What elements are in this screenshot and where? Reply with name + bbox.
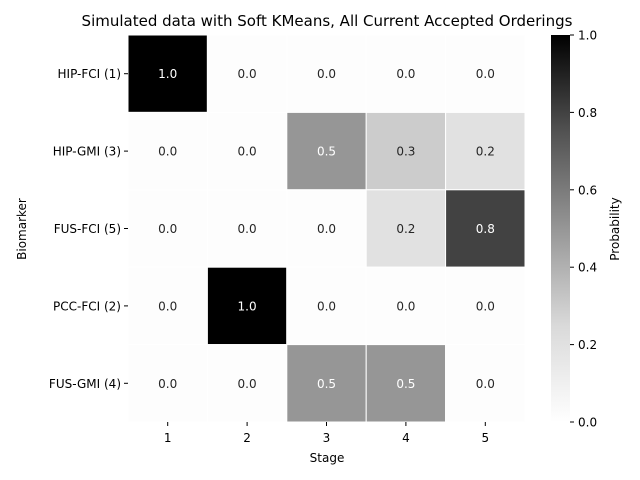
heatmap-cells <box>127 34 526 423</box>
cell-value-label: 1.0 <box>158 67 177 81</box>
chart-title: Simulated data with Soft KMeans, All Cur… <box>82 12 573 30</box>
cell-value-label: 0.0 <box>158 145 177 159</box>
colorbar-tick-label: 0.8 <box>578 106 597 120</box>
y-tick-label: FUS-GMI (4) <box>49 377 121 391</box>
heatmap-cell <box>286 266 367 346</box>
y-tick-label: HIP-FCI (1) <box>58 67 122 81</box>
cell-value-label: 0.5 <box>317 145 336 159</box>
cell-value-label: 0.3 <box>396 145 415 159</box>
cell-value-label: 0.0 <box>238 377 257 391</box>
heatmap-cell <box>365 189 447 268</box>
y-tick-label: FUS-FCI (5) <box>54 222 121 236</box>
heatmap-cell <box>445 189 526 268</box>
x-axis: 1 2 3 4 5 <box>164 422 489 445</box>
cell-value-label: 0.0 <box>396 67 415 81</box>
cell-value-label: 1.0 <box>238 299 257 313</box>
colorbar-gradient <box>551 35 570 422</box>
heatmap-cell <box>445 111 526 191</box>
heatmap-cell <box>365 34 447 113</box>
cell-value-label: 0.5 <box>317 377 336 391</box>
x-axis-label: Stage <box>310 451 345 465</box>
cell-value-label: 0.2 <box>396 222 415 236</box>
x-tick-label: 1 <box>164 431 172 445</box>
heatmap-cell <box>127 111 208 191</box>
cell-value-label: 0.0 <box>476 299 495 313</box>
colorbar-tick-label: 0.6 <box>578 183 597 197</box>
cell-value-label: 0.0 <box>396 299 415 313</box>
cell-value-label: 0.0 <box>317 222 336 236</box>
colorbar-tick-label: 0.0 <box>578 416 597 430</box>
colorbar-tick-label: 0.4 <box>578 261 597 275</box>
heatmap-cell <box>206 34 288 113</box>
cell-value-label: 0.0 <box>158 299 177 313</box>
heatmap-cell-labels: 1.0 0.0 0.0 0.0 0.0 0.0 0.0 0.5 0.3 0.2 0.0 0.0 0.0 0… <box>158 67 495 391</box>
heatmap-cell <box>206 189 288 268</box>
colorbar-label: Probability <box>608 197 622 260</box>
cell-value-label: 0.0 <box>317 299 336 313</box>
x-tick-label: 4 <box>402 431 410 445</box>
x-tick-label: 5 <box>481 431 489 445</box>
cell-value-label: 0.8 <box>476 222 495 236</box>
heatmap-cell <box>365 266 447 346</box>
heatmap-cell <box>286 111 367 191</box>
cell-value-label: 0.5 <box>396 377 415 391</box>
y-tick-label: HIP-GMI (3) <box>53 145 121 159</box>
cell-value-label: 0.0 <box>158 377 177 391</box>
cell-value-label: 0.2 <box>476 145 495 159</box>
heatmap-cell <box>206 266 288 346</box>
heatmap-cell <box>445 344 526 423</box>
x-tick-label: 3 <box>323 431 331 445</box>
cell-value-label: 0.0 <box>238 222 257 236</box>
heatmap-cell <box>286 34 367 113</box>
x-tick-label: 2 <box>243 431 251 445</box>
cell-value-label: 0.0 <box>238 145 257 159</box>
heatmap-cell <box>445 266 526 346</box>
y-axis-label: Biomarker <box>15 198 29 260</box>
colorbar: 0.0 0.2 0.4 0.6 0.8 1.0 <box>551 29 597 430</box>
colorbar-tick-label: 0.2 <box>578 338 597 352</box>
cell-value-label: 0.0 <box>476 377 495 391</box>
colorbar-tick-label: 1.0 <box>578 29 597 43</box>
heatmap-cell <box>286 344 367 423</box>
heatmap-cell <box>445 34 526 113</box>
heatmap-cell <box>127 344 208 423</box>
y-axis: HIP-FCI (1) HIP-GMI (3) FUS-FCI (5) PCC-FCI… <box>49 67 128 391</box>
heatmap-cell <box>127 34 208 113</box>
cell-value-label: 0.0 <box>158 222 177 236</box>
cell-value-label: 0.0 <box>317 67 336 81</box>
y-tick-label: PCC-FCI (2) <box>53 299 121 313</box>
cell-value-label: 0.0 <box>238 67 257 81</box>
heatmap-cell <box>286 189 367 268</box>
cell-value-label: 0.0 <box>476 67 495 81</box>
heatmap-cell <box>206 344 288 423</box>
